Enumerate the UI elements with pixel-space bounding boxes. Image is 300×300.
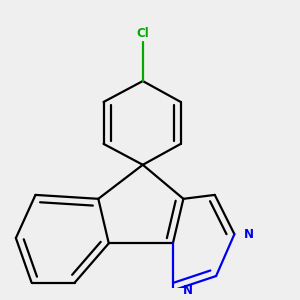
Text: N: N [244, 228, 254, 241]
Text: N: N [183, 284, 193, 297]
Text: Cl: Cl [136, 27, 149, 40]
